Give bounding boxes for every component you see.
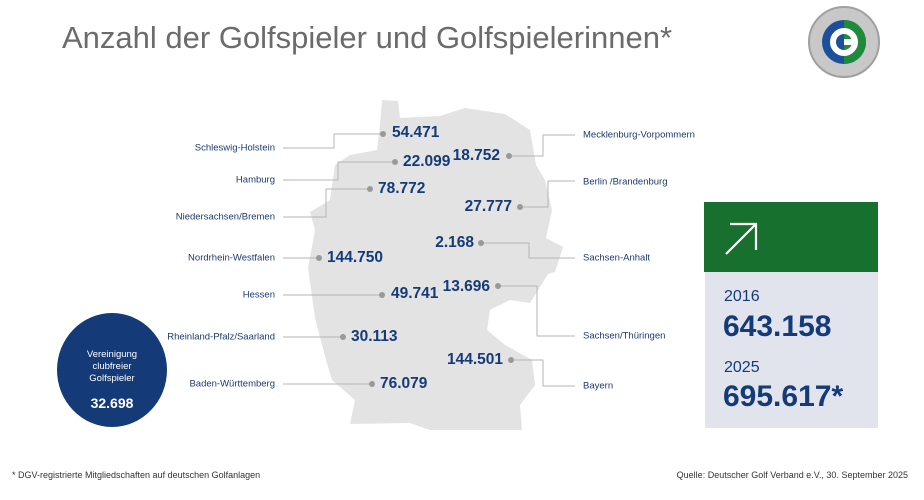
map-shape: [308, 100, 563, 430]
vcg-line: Vereinigung: [86, 349, 138, 360]
totals-panel: 2016 643.158 2025 695.617*: [705, 272, 878, 428]
source: Quelle: Deutscher Golf Verband e.V., 30.…: [676, 470, 908, 480]
region-label: Sachsen/Thüringen: [583, 330, 666, 342]
region-value: 13.696: [442, 278, 490, 295]
year-2016: 2016: [724, 288, 760, 305]
region-value: 78.772: [378, 180, 426, 197]
region-label: Mecklenburg-Vorpommern: [583, 129, 695, 141]
region-label: Niedersachsen/Bremen: [175, 211, 275, 223]
region-value: 2.168: [435, 234, 474, 251]
total-2016: 643.158: [723, 310, 832, 343]
vcg-line: Golfspieler: [89, 373, 135, 384]
region-value: 144.501: [446, 351, 503, 368]
region-value: 22.099: [403, 153, 451, 170]
region-value: 18.752: [452, 147, 500, 164]
region-label: Baden-Württemberg: [189, 378, 275, 390]
region-value: 144.750: [327, 249, 384, 266]
page-title: Anzahl der Golfspieler und Golfspielerin…: [62, 20, 673, 55]
region-label: Schleswig-Holstein: [194, 142, 275, 154]
region-value: 54.471: [392, 124, 440, 141]
footnote: * DGV-registrierte Mitgliedschaften auf …: [12, 470, 261, 480]
dgv-logo: [808, 6, 880, 78]
year-2025: 2025: [724, 359, 760, 376]
region-label: Rheinland-Pfalz/Saarland: [167, 331, 275, 343]
connector-lines: [283, 133, 575, 387]
region-label: Hamburg: [235, 174, 275, 186]
arrow-up-right-icon: [725, 222, 758, 255]
total-2025: 695.617*: [723, 380, 844, 413]
region-value: 30.113: [351, 328, 398, 345]
trend-header: [704, 202, 878, 272]
vcg-value: 32.698: [90, 395, 134, 411]
region-value: 76.079: [380, 375, 428, 392]
region-value: 49.741: [391, 285, 439, 302]
region-value: 27.777: [464, 198, 512, 215]
vcg-badge: Vereinigung clubfreier Golfspieler 32.698: [57, 313, 167, 427]
region-label: Bayern: [583, 380, 614, 392]
region-label: Nordrhein-Westfalen: [188, 252, 275, 264]
region-label: Berlin /Brandenburg: [583, 176, 668, 188]
region-label: Sachsen-Anhalt: [583, 252, 651, 264]
vcg-line: clubfreier: [92, 361, 132, 372]
region-label: Hessen: [242, 289, 275, 301]
region-dots: [316, 131, 523, 387]
